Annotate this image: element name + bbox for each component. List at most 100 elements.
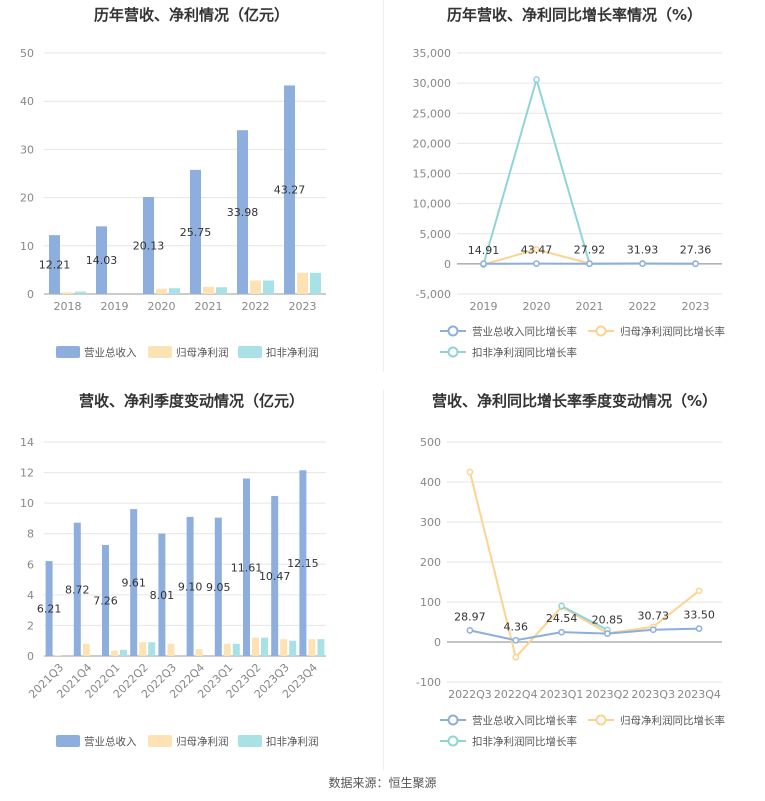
x-tick-label: 2023Q3 [631,688,675,701]
bar [111,650,118,656]
data-label: 27.36 [680,244,712,257]
data-point [692,260,699,268]
legend-swatch-marker [447,346,459,358]
y-tick-label: 12 [20,467,34,480]
bar [297,272,308,294]
bar [102,545,109,656]
bar [75,291,86,294]
x-tick-label: 2023Q1 [540,688,584,701]
x-tick-label: 2023 [289,300,317,313]
legend-swatch-marker [595,325,607,337]
bar [214,517,222,656]
data-label: 33.98 [227,206,259,219]
y-tick-label: 30,000 [413,77,452,90]
bar [73,522,81,656]
legend-label: 扣非净利润同比增长率 [472,346,577,359]
y-tick-label: 0 [434,636,441,649]
x-tick-label: 2021 [195,300,223,313]
legend-swatch [56,735,80,747]
data-point [586,260,593,268]
bar [45,561,53,656]
legend-swatch [238,735,262,747]
data-point [558,602,565,610]
bar [232,643,240,656]
x-tick-label: 2023Q4 [677,688,721,701]
data-point [466,627,474,634]
series-line [469,627,700,642]
chart-title: 历年营收、净利情况（亿元） [93,6,289,24]
y-tick-label: 0 [444,258,451,271]
legend-label: 营业总收入同比增长率 [472,714,577,727]
data-point [604,630,611,638]
bar [139,642,147,656]
data-point [512,636,520,644]
series-line [468,471,700,660]
data-label: 24.54 [546,612,578,625]
data-label: 43.27 [274,184,306,197]
data-point [695,587,703,595]
y-tick-label: 10 [20,240,34,253]
y-tick-label: 20,000 [413,137,452,150]
x-tick-label: 2018 [54,300,82,313]
chart-annual-revenue-profit: 0 10 20 30 40 50 2018 12.21 2019 14.03 2020 20.13 20… [20,47,326,359]
data-point [466,468,474,476]
y-tick-label: 35,000 [413,47,452,60]
legend-swatch-marker [447,735,459,747]
x-tick-label: 2019 [101,300,129,313]
bar [130,509,138,656]
data-label: 20.13 [133,239,165,252]
x-tick-label: 2019 [470,300,498,313]
bar [186,516,194,656]
data-point [649,626,657,634]
bar [243,478,250,656]
data-label: 7.26 [93,595,118,608]
legend-swatch [238,346,262,358]
chart-annual-growth-rate: -5,000 0 5,000 10,000 15,000 20,000 25,000 30,0… [413,47,726,359]
data-label: 12.21 [39,259,71,272]
legend-swatch-marker [447,714,459,726]
bar [158,533,166,656]
bar [252,637,259,656]
bar [280,639,288,656]
bar [156,288,167,294]
legend-label: 归母净利润 [176,346,229,359]
y-tick-label: 10 [20,497,34,510]
legend-label: 扣非净利润同比增长率 [472,735,577,748]
data-point [639,260,646,268]
data-label: 25.75 [180,226,212,239]
bar [317,639,325,656]
data-point [533,246,540,253]
bar [54,655,62,656]
x-tick-label: 2022 [629,300,657,313]
y-tick-label: 30 [20,143,34,156]
data-point [695,625,703,632]
legend-label: 营业总收入 [84,735,137,748]
bar [310,272,321,294]
data-label: 28.97 [454,610,486,623]
data-point [533,260,540,267]
y-tick-label: 8 [27,528,34,541]
y-tick-label: -5,000 [416,288,451,301]
data-label: 12.15 [287,557,319,570]
data-label: 33.50 [683,609,715,622]
y-tick-label: 200 [420,556,441,569]
y-tick-label: 14 [20,436,34,449]
y-tick-label: 6 [27,558,34,571]
bar [167,643,175,656]
legend-label: 扣非净利润 [266,735,319,748]
bar [169,288,180,294]
bar [62,292,73,294]
x-tick-label: 2020 [523,300,551,313]
chart-title: 营收、净利同比增长率季度变动情况（%） [431,392,718,410]
data-label: 6.21 [37,603,62,616]
bar [216,287,227,294]
data-point [533,76,540,83]
x-tick-label: 2022Q4 [494,688,538,701]
y-tick-label: 15,000 [413,168,452,181]
y-tick-label: 300 [420,516,441,529]
bar [49,235,60,294]
series-line [482,75,696,265]
data-label: 4.36 [504,620,529,633]
data-label: 30.73 [638,610,670,623]
